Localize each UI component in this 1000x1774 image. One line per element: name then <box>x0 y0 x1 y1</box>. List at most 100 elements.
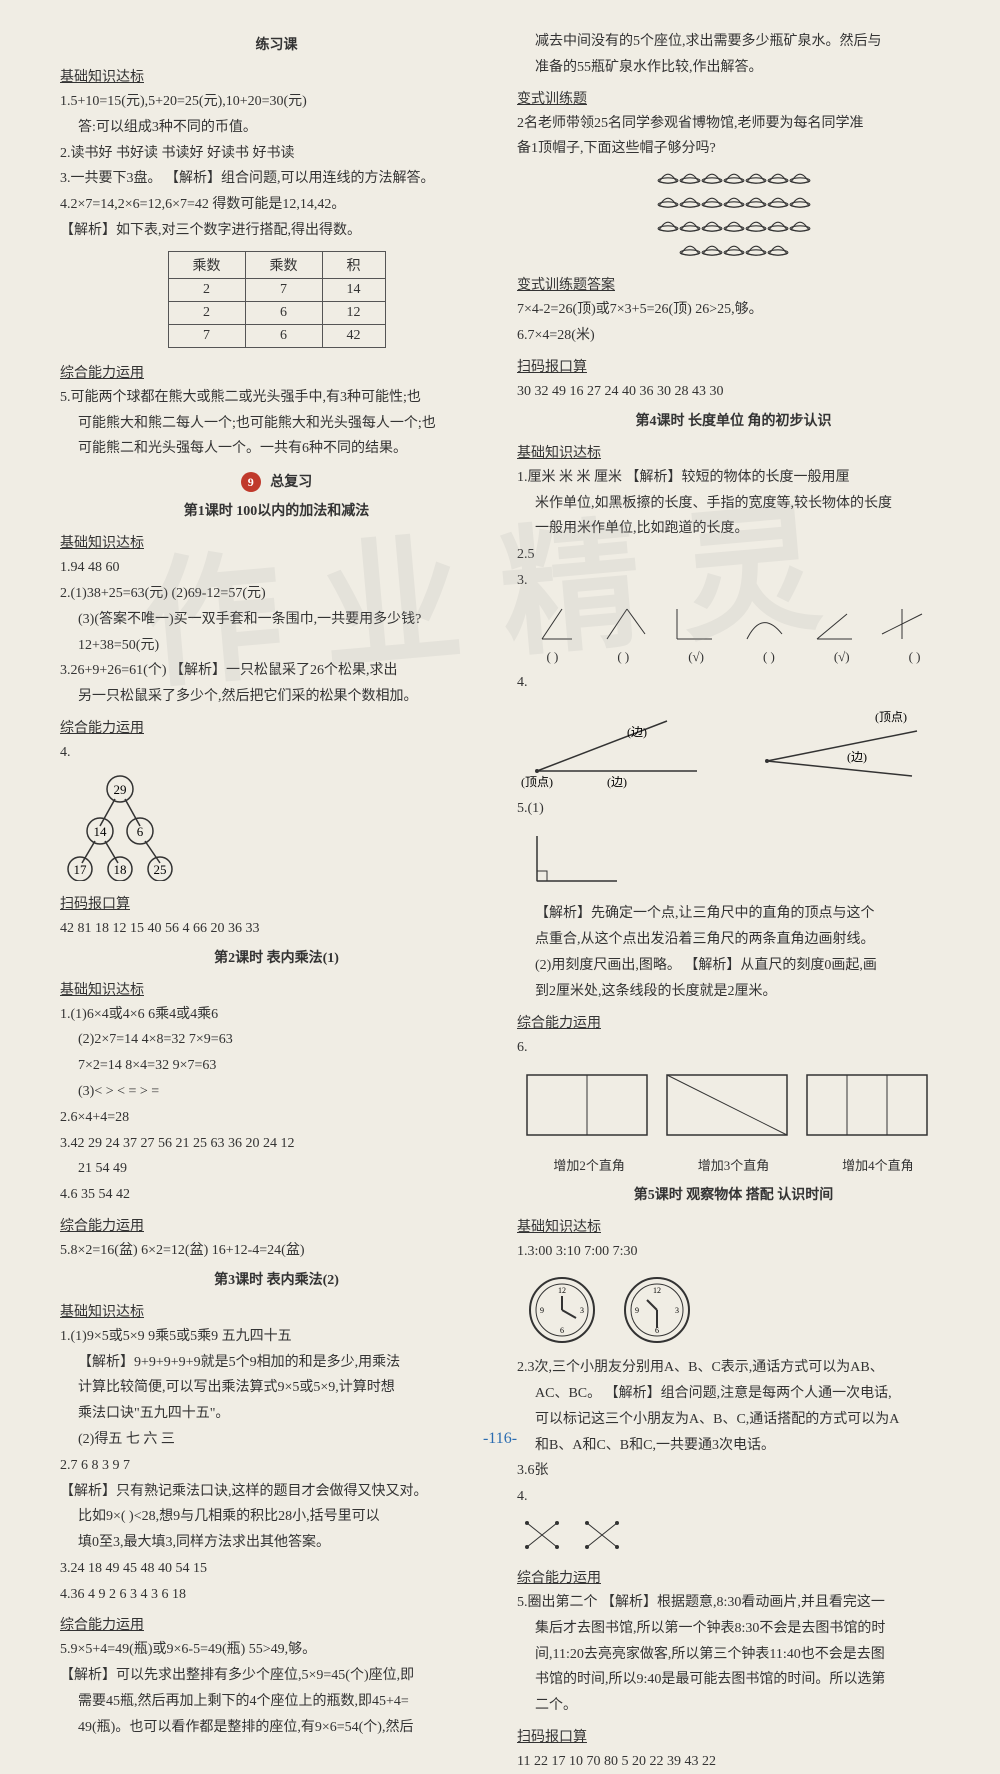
svg-text:12: 12 <box>558 1286 566 1295</box>
text-line: 4. <box>517 1485 950 1509</box>
section-heading: 变式训练题 <box>517 88 950 108</box>
text-line: 5.圈出第二个 【解析】根据题意,8:30看动画片,并且看完这一 <box>517 1591 950 1615</box>
angle-mark: (√) <box>688 649 704 665</box>
text-line: (3)< > < = > = <box>60 1080 493 1104</box>
svg-text:6: 6 <box>560 1326 564 1335</box>
page-content: 练习课 基础知识达标 1.5+10=15(元),5+20=25(元),10+20… <box>60 30 950 1440</box>
text-line: 2.3次,三个小朋友分别用A、B、C表示,通话方式可以为AB、 <box>517 1356 950 1380</box>
text-line: 可能熊二和光头强每人一个。一共有6种不同的结果。 <box>60 437 493 461</box>
text-line: 5.8×2=16(盆) 6×2=12(盆) 16+12-4=24(盆) <box>60 1239 493 1263</box>
text-line: 2.5 <box>517 543 950 567</box>
chapter-badge-icon: 9 <box>241 472 261 492</box>
section-heading: 综合能力运用 <box>517 1567 950 1587</box>
chapter-title: 总复习 <box>270 475 312 490</box>
svg-text:9: 9 <box>540 1306 544 1315</box>
text-line: 【解析】可以先求出整排有多少个座位,5×9=45(个)座位,即 <box>60 1664 493 1688</box>
text-line: 49(瓶)。也可以看作都是整排的座位,有9×6=54(个),然后 <box>60 1716 493 1740</box>
text-line: 答:可以组成3种不同的币值。 <box>60 116 493 140</box>
text-line: 42 81 18 12 15 40 56 4 66 20 36 33 <box>60 917 493 941</box>
text-line: 【解析】9+9+9+9+9就是5个9相加的和是多少,用乘法 <box>60 1351 493 1375</box>
hats-diagram <box>517 167 950 262</box>
svg-text:(边): (边) <box>607 775 627 789</box>
text-line: 乘法口诀"五九四十五"。 <box>60 1402 493 1426</box>
text-line: 【解析】如下表,对三个数字进行搭配,得出得数。 <box>60 219 493 243</box>
right-angle-diagram <box>517 826 950 896</box>
hats-row <box>517 167 950 191</box>
text-line: 30 32 49 16 27 24 40 36 30 28 43 30 <box>517 380 950 404</box>
text-line: 2.7 6 8 3 9 7 <box>60 1454 493 1478</box>
angle-mark: ( ) <box>617 649 629 665</box>
svg-text:(顶点): (顶点) <box>875 710 907 724</box>
multiplication-table: 乘数 乘数 积 2 7 14 2 6 12 7 6 42 <box>168 251 386 348</box>
svg-text:25: 25 <box>154 862 167 877</box>
sub-heading: 第1课时 100以内的加法和减法 <box>60 500 493 520</box>
text-line: 4. <box>517 671 950 695</box>
text-line: 二个。 <box>517 1694 950 1718</box>
text-line: 减去中间没有的5个座位,求出需要多少瓶矿泉水。然后与 <box>517 30 950 54</box>
text-line: 12+38=50(元) <box>60 634 493 658</box>
section-heading: 综合能力运用 <box>60 1614 493 1634</box>
table-header: 积 <box>322 251 385 278</box>
text-line: 比如9×( )<28,想9与几相乘的积比28小,括号里可以 <box>60 1505 493 1529</box>
rect-label: 增加2个直角 <box>553 1155 625 1174</box>
section-heading: 扫码报口算 <box>517 356 950 376</box>
svg-text:3: 3 <box>675 1306 679 1315</box>
cross-lines-diagram <box>517 1515 950 1555</box>
text-line: 可能熊大和熊二每人一个;也可能熊大和光头强每人一个;也 <box>60 412 493 436</box>
text-line: 4.2×7=14,2×6=12,6×7=42 得数可能是12,14,42。 <box>60 193 493 217</box>
text-line: 集后才去图书馆,所以第一个钟表8:30不会是去图书馆的时 <box>517 1617 950 1641</box>
section-heading: 扫码报口算 <box>60 893 493 913</box>
text-line: 填0至3,最大填3,同样方法求出其他答案。 <box>60 1531 493 1555</box>
angle-mark: (√) <box>834 649 850 665</box>
practice-title: 练习课 <box>60 34 493 54</box>
angle-mark: ( ) <box>909 649 921 665</box>
section-heading: 基础知识达标 <box>517 1216 950 1236</box>
table-cell: 42 <box>322 324 385 347</box>
table-cell: 12 <box>322 301 385 324</box>
rect-label: 增加3个直角 <box>698 1155 770 1174</box>
text-line: 间,11:20去亮亮家做客,所以第三个钟表11:40也不会是去图 <box>517 1643 950 1667</box>
text-line: 3.26+9+26=61(个) 【解析】一只松鼠采了26个松果,求出 <box>60 659 493 683</box>
table-cell: 14 <box>322 278 385 301</box>
text-line: 6. <box>517 1036 950 1060</box>
angle-mark: ( ) <box>546 649 558 665</box>
table-header: 乘数 <box>245 251 322 278</box>
section-heading: 基础知识达标 <box>60 1301 493 1321</box>
sub-heading: 第3课时 表内乘法(2) <box>60 1269 493 1289</box>
svg-text:29: 29 <box>114 782 127 797</box>
section-heading: 综合能力运用 <box>60 362 493 382</box>
text-line: 7×4-2=26(顶)或7×3+5=26(顶) 26>25,够。 <box>517 298 950 322</box>
text-line: 备1顶帽子,下面这些帽子够分吗? <box>517 137 950 161</box>
text-line: 到2厘米处,这条线段的长度就是2厘米。 <box>517 980 950 1004</box>
text-line: 另一只松鼠采了多少个,然后把它们采的松果个数相加。 <box>60 685 493 709</box>
section-heading: 综合能力运用 <box>60 717 493 737</box>
text-line: 11 22 17 10 70 80 5 20 22 39 43 22 <box>517 1750 950 1774</box>
text-line: 2.读书好 书好读 书读好 好读书 好书读 <box>60 142 493 166</box>
text-line: 4.36 4 9 2 6 3 4 3 6 18 <box>60 1583 493 1607</box>
text-line: 准备的55瓶矿泉水作比较,作出解答。 <box>517 56 950 80</box>
right-column: 减去中间没有的5个座位,求出需要多少瓶矿泉水。然后与 准备的55瓶矿泉水作比较,… <box>517 30 950 1440</box>
tree-diagram: 29 14 6 17 18 25 <box>60 771 493 881</box>
hats-row <box>517 215 950 239</box>
text-line: 1.厘米 米 米 厘米 【解析】较短的物体的长度一般用厘 <box>517 466 950 490</box>
text-line: 可以标记这三个小朋友为A、B、C,通话搭配的方式可以为A <box>517 1408 950 1432</box>
text-line: (2)2×7=14 4×8=32 7×9=63 <box>60 1028 493 1052</box>
angles-row: ( ) ( ) (√) ( ) (√) ( ) <box>517 599 950 665</box>
svg-text:14: 14 <box>94 824 108 839</box>
hats-row <box>517 191 950 215</box>
text-line: 7×2=14 8×4=32 9×7=63 <box>60 1054 493 1078</box>
section-heading: 扫码报口算 <box>517 1726 950 1746</box>
clocks-diagram: 12 3 6 9 12 3 6 9 <box>517 1270 950 1350</box>
text-line: 5.9×5+4=49(瓶)或9×6-5=49(瓶) 55>49,够。 <box>60 1638 493 1662</box>
rectangles-diagram: 增加2个直角 增加3个直角 增加4个直角 <box>517 1065 950 1174</box>
section-heading: 基础知识达标 <box>60 532 493 552</box>
text-line: 4. <box>60 741 493 765</box>
table-header: 乘数 <box>168 251 245 278</box>
angle-parts-diagram: (顶点) (边) (边) (顶点) (边) <box>517 701 950 791</box>
svg-text:(边): (边) <box>627 725 647 739</box>
text-line: (2)用刻度尺画出,图略。 【解析】从直尺的刻度0画起,画 <box>517 954 950 978</box>
svg-text:(边): (边) <box>847 750 867 764</box>
text-line: 米作单位,如黑板擦的长度、手指的宽度等,较长物体的长度 <box>517 492 950 516</box>
hats-row <box>517 239 950 263</box>
text-line: 1.(1)9×5或5×9 9乘5或5乘9 五九四十五 <box>60 1325 493 1349</box>
